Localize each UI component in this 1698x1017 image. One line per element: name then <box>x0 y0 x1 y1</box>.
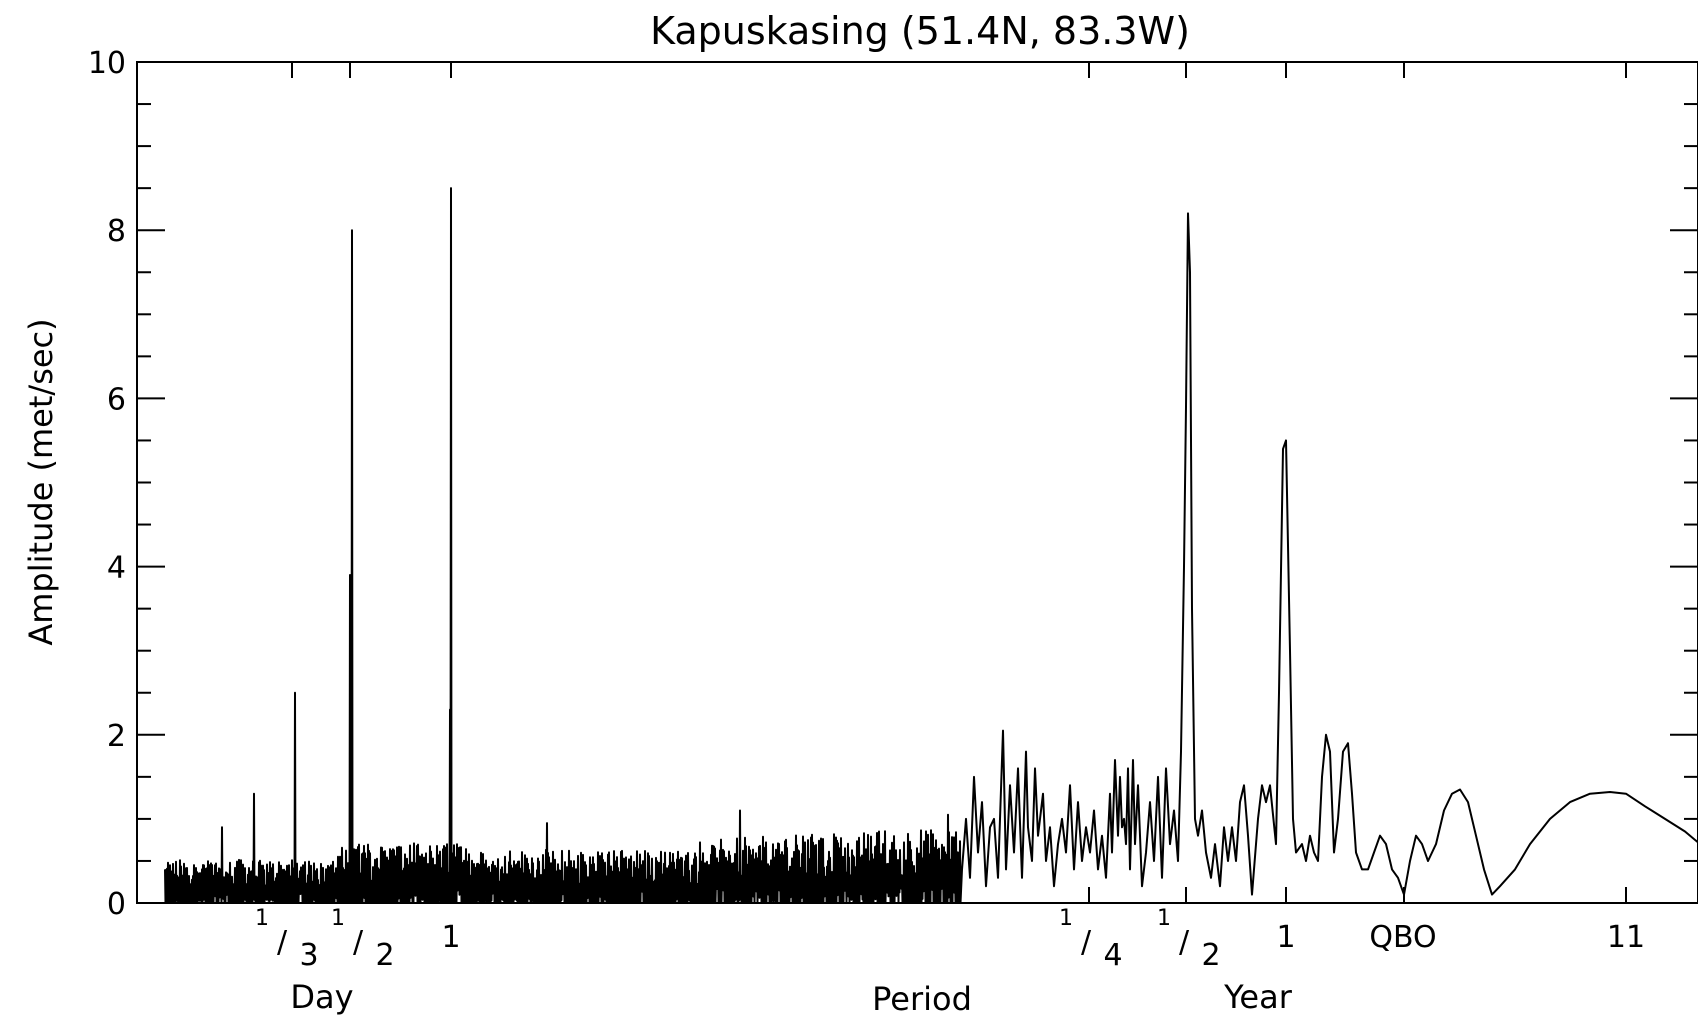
x-tick-label-day-one: 1 <box>441 920 460 955</box>
svg-text:2: 2 <box>375 938 394 973</box>
y-tick-label: 4 <box>107 551 126 586</box>
svg-text:2: 2 <box>1201 938 1220 973</box>
x-group-label-year: Year <box>1223 978 1293 1016</box>
x-axis <box>291 62 1627 903</box>
svg-text:1: 1 <box>255 906 269 931</box>
svg-text:1: 1 <box>331 906 345 931</box>
x-tick-label-day-half: 1 / 2 <box>331 906 395 973</box>
svg-text:1: 1 <box>1157 906 1171 931</box>
svg-text:/: / <box>353 925 364 960</box>
x-tick-label-qbo: QBO <box>1369 920 1436 955</box>
y-axis: 0 2 4 6 8 10 <box>88 46 1698 922</box>
svg-text:1: 1 <box>1059 906 1073 931</box>
x-tick-label-year-half: 1 / 2 <box>1157 906 1221 973</box>
x-tick-label-year-quarter: 1 / 4 <box>1059 906 1123 973</box>
x-axis-label: Period <box>872 980 972 1017</box>
plot-frame <box>136 61 1698 904</box>
svg-text:4: 4 <box>1103 938 1122 973</box>
chart-title: Kapuskasing (51.4N, 83.3W) <box>650 9 1190 53</box>
svg-text:3: 3 <box>299 938 318 973</box>
y-tick-label: 8 <box>107 214 126 249</box>
y-tick-label: 10 <box>88 46 126 81</box>
y-tick-label: 6 <box>107 382 126 417</box>
x-tick-label-year-one: 1 <box>1276 920 1295 955</box>
svg-text:/: / <box>1179 925 1190 960</box>
x-group-label-day: Day <box>290 978 353 1016</box>
svg-text:/: / <box>1081 925 1092 960</box>
svg-text:/: / <box>277 925 288 960</box>
y-axis-label: Amplitude (met/sec) <box>22 318 60 645</box>
x-tick-label-day-third: 1 / 3 <box>255 906 319 973</box>
x-tick-label-eleven: 11 <box>1607 920 1645 955</box>
spectrum-series-line <box>164 187 1698 904</box>
y-tick-label: 0 <box>107 887 126 922</box>
y-tick-label: 2 <box>107 719 126 754</box>
